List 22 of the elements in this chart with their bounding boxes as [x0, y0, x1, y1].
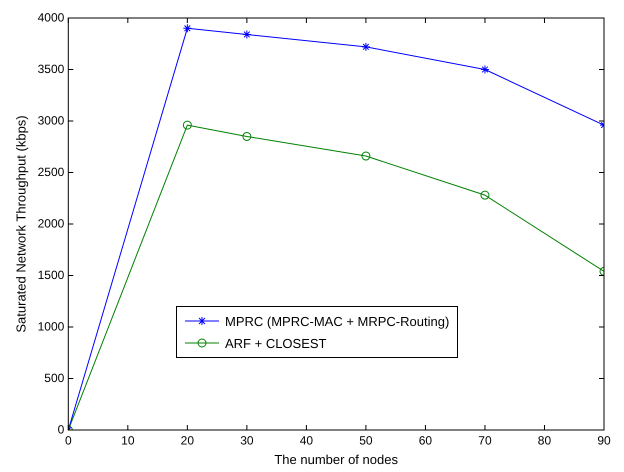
x-tick-label: 50	[359, 434, 373, 448]
x-tick-label: 90	[597, 434, 611, 448]
y-tick-label: 3000	[38, 113, 65, 128]
x-tick-label: 40	[300, 434, 314, 448]
y-tick-label: 2500	[38, 164, 65, 179]
y-tick-label: 500	[44, 370, 65, 385]
x-tick-label: 20	[180, 434, 194, 448]
legend-label: ARF + CLOSEST	[225, 336, 326, 350]
x-tick-label: 30	[240, 434, 254, 448]
x-tick-label: 10	[121, 434, 135, 448]
x-axis-title: The number of nodes	[274, 452, 398, 467]
y-tick-label: 4000	[38, 10, 65, 24]
legend-label: MPRC (MPRC-MAC + MRPC-Routing)	[225, 314, 450, 328]
y-tick-label: 1500	[38, 268, 65, 282]
x-tick-label: 70	[478, 434, 492, 448]
x-tick-label: 80	[538, 434, 552, 448]
y-tick-label: 0	[58, 422, 65, 436]
y-tick-label: 2000	[38, 216, 65, 230]
y-axis-title: Saturated Network Throughput (kbps)	[13, 115, 28, 333]
x-tick-label: 60	[418, 434, 432, 448]
y-tick-label: 3500	[38, 62, 65, 76]
y-tick-label: 1000	[38, 319, 65, 334]
